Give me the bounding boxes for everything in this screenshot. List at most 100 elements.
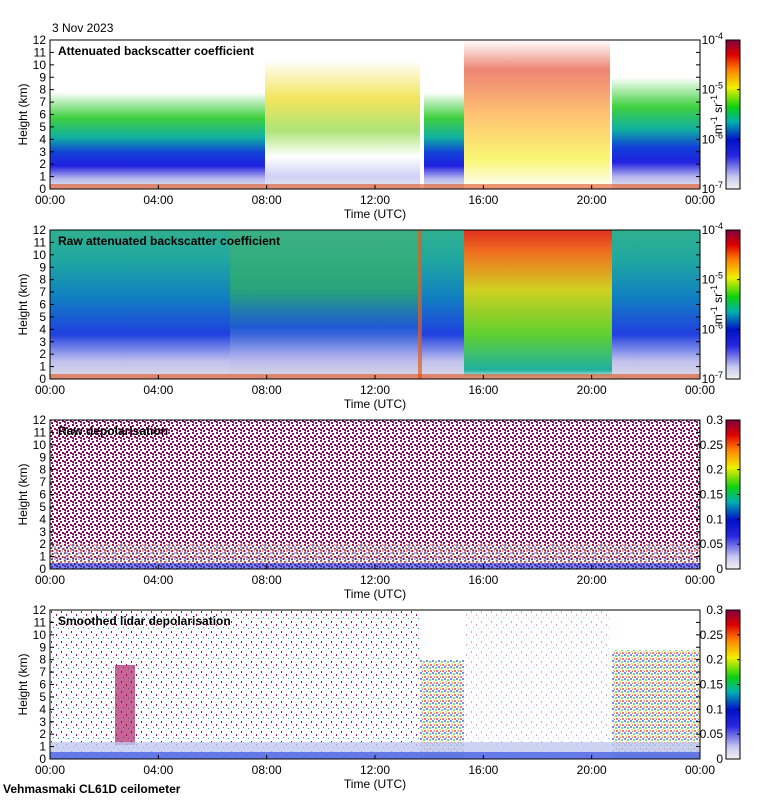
- colorbar-tick-label: 0.2: [706, 463, 723, 477]
- y-tick-label: 9: [39, 450, 46, 464]
- colorbar-tick-base: 10: [702, 322, 716, 336]
- colorbar-tick-label: 0.15: [700, 488, 724, 502]
- x-tick-label: 16:00: [468, 193, 498, 207]
- colorbar-tick-label: 0.1: [706, 702, 723, 716]
- colorbar-tick-label: 0.15: [700, 678, 724, 692]
- colorbar-tick-label: 0.25: [700, 628, 724, 642]
- colorbar-tick-exp: -7: [715, 370, 723, 380]
- texture-noon-column: [420, 230, 464, 379]
- colorbar: 0.3 0.25 0.2 0.15 0.1 0.05 0: [700, 413, 741, 576]
- x-tick-label: 16:00: [468, 383, 498, 397]
- colorbar-tick-base: 10: [702, 132, 716, 146]
- colorbar: 10-410-510-610-7m-1 sr-1: [702, 221, 741, 386]
- colorbar-tick-label: 0.3: [706, 413, 723, 427]
- colorbar-tick-label: 0.1: [706, 512, 723, 526]
- texture-dust-layer: [115, 665, 135, 745]
- y-tick-label: 11: [34, 45, 47, 59]
- x-tick-label: 00:00: [685, 763, 715, 777]
- x-tick-label: 08:00: [252, 193, 282, 207]
- y-tick-label: 0: [39, 562, 46, 576]
- colorbar-tick-base: 10: [702, 83, 716, 97]
- x-tick-label: 16:00: [468, 763, 498, 777]
- texture-sparse: [50, 610, 420, 759]
- y-tick-label: 5: [39, 120, 46, 134]
- y-tick-label: 11: [34, 235, 47, 249]
- x-tick-label: 12:00: [360, 763, 390, 777]
- y-tick-label: 2: [39, 537, 46, 551]
- x-axis-label: Time (UTC): [344, 207, 406, 221]
- texture-cloud-block: [464, 40, 610, 189]
- panel-title: Attenuated backscatter coefficient: [58, 44, 254, 58]
- y-tick-label: 4: [39, 512, 46, 526]
- colorbar-unit-part: -1: [709, 95, 719, 103]
- colorbar-unit-part: sr: [711, 293, 725, 306]
- y-tick-label: 0: [39, 182, 46, 196]
- texture-cloud-block: [464, 610, 610, 759]
- footer-label: Vehmasmaki CL61D ceilometer: [3, 782, 181, 796]
- x-tick-label: 12:00: [360, 573, 390, 587]
- colorbar-tick-exp: -6: [715, 320, 723, 330]
- texture-noon: [230, 230, 420, 379]
- y-tick-label: 3: [39, 525, 46, 539]
- x-tick-label: 08:00: [252, 383, 282, 397]
- x-tick-label: 00:00: [35, 383, 65, 397]
- x-tick-label: 20:00: [577, 383, 607, 397]
- y-tick-label: 9: [39, 70, 46, 84]
- x-tick-label: 20:00: [577, 763, 607, 777]
- y-axis-label: Height (km): [16, 273, 30, 335]
- colorbar-unit-part: m: [711, 314, 725, 324]
- colorbar-tick-exp: -4: [715, 221, 723, 231]
- y-tick-label: 2: [39, 347, 46, 361]
- x-tick-label: 00:00: [685, 193, 715, 207]
- colorbar-tick-base: 10: [702, 33, 716, 47]
- texture-evening-sky: [612, 230, 700, 379]
- y-tick-label: 12: [33, 603, 47, 617]
- y-tick-label: 5: [39, 690, 46, 704]
- texture-cloud-block: [464, 230, 612, 379]
- colorbar-tick-label: 0: [716, 752, 723, 766]
- y-tick-label: 4: [39, 322, 46, 336]
- y-tick-label: 4: [39, 702, 46, 716]
- texture-gap: [418, 230, 422, 379]
- plot-texture: [50, 420, 700, 569]
- y-tick-label: 11: [34, 615, 47, 629]
- y-tick-label: 5: [39, 500, 46, 514]
- y-tick-label: 11: [34, 425, 47, 439]
- colorbar: 10-410-510-610-7m-1 sr-1: [702, 31, 741, 196]
- texture-noon-column: [424, 60, 464, 189]
- colorbar-tick-exp: -6: [715, 130, 723, 140]
- colorbar-tick-label: 0.05: [700, 727, 724, 741]
- y-tick-label: 12: [33, 33, 47, 47]
- x-axis-label: Time (UTC): [344, 587, 406, 601]
- x-tick-label: 00:00: [685, 383, 715, 397]
- colorbar: 0.3 0.25 0.2 0.15 0.1 0.05 0: [700, 603, 741, 766]
- colorbar-tick-exp: -4: [715, 31, 723, 41]
- x-tick-label: 20:00: [577, 573, 607, 587]
- x-tick-label: 04:00: [143, 763, 173, 777]
- panel-title: Raw attenuated backscatter coefficient: [58, 234, 280, 248]
- date-label: 3 Nov 2023: [52, 21, 114, 35]
- colorbar-tick-label: 0.05: [700, 537, 724, 551]
- colorbar-tick-label: 10-5: [702, 81, 723, 97]
- panel-title: Smoothed lidar depolarisation: [58, 614, 231, 628]
- colorbar-tick-label: 10-5: [702, 271, 723, 287]
- texture-midday: [265, 60, 420, 189]
- colorbar-tick-label: 0: [716, 562, 723, 576]
- colorbar-unit-label: m-1 sr-1: [709, 95, 725, 134]
- x-axis-label: Time (UTC): [344, 777, 406, 791]
- y-axis-label: Height (km): [16, 653, 30, 715]
- y-axis-label: Height (km): [16, 463, 30, 525]
- y-tick-label: 7: [39, 285, 46, 299]
- y-tick-label: 1: [39, 170, 46, 184]
- y-tick-label: 3: [39, 335, 46, 349]
- x-tick-label: 00:00: [35, 763, 65, 777]
- y-tick-label: 10: [33, 628, 47, 642]
- y-tick-label: 2: [39, 727, 46, 741]
- x-tick-label: 04:00: [143, 573, 173, 587]
- y-tick-label: 3: [39, 715, 46, 729]
